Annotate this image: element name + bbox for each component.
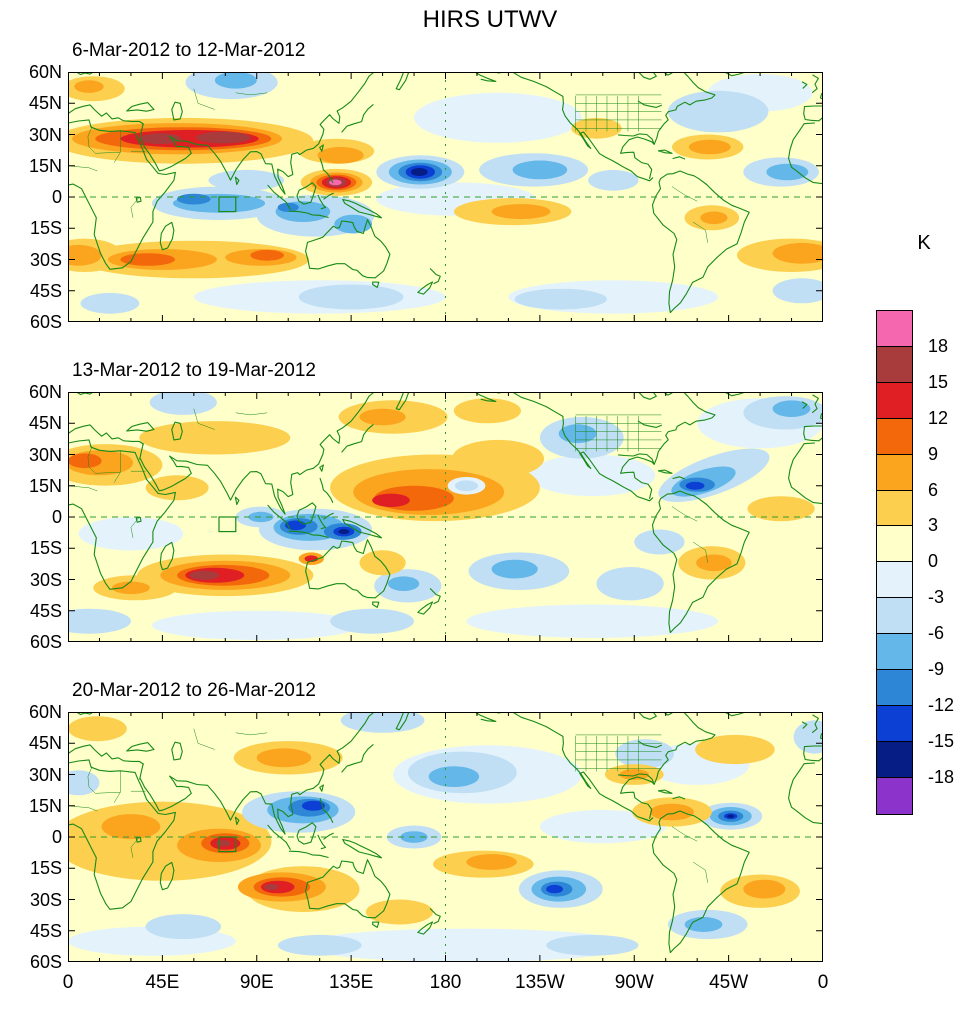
map-panel-2 bbox=[68, 392, 823, 642]
lat-tick-label: 15N bbox=[28, 795, 62, 816]
map-panel-3 bbox=[68, 712, 823, 962]
lat-tick-label: 30S bbox=[29, 249, 62, 270]
lat-tick-label: 30N bbox=[28, 764, 62, 785]
colorbar-tick-label: 15 bbox=[928, 371, 949, 392]
colorbar-tick-label: 3 bbox=[928, 515, 939, 536]
colorbar-tick-label: 6 bbox=[928, 479, 939, 500]
panel-2-title: 13-Mar-2012 to 19-Mar-2012 bbox=[72, 360, 316, 381]
colorbar-tick-label: -9 bbox=[928, 659, 945, 679]
figure-title: HIRS UTWV bbox=[422, 6, 558, 33]
colorbar-swatch bbox=[876, 310, 913, 348]
colorbar-swatch bbox=[876, 704, 913, 743]
colorbar-tick-label: 12 bbox=[928, 407, 949, 428]
lat-tick-label: 15S bbox=[29, 858, 62, 879]
lat-tick-label: 15N bbox=[28, 475, 62, 496]
lat-tick-label: 0 bbox=[51, 827, 62, 847]
lon-tick-label: 180 bbox=[429, 972, 462, 993]
colorbar-swatch bbox=[876, 669, 913, 707]
lat-tick-label: 45S bbox=[29, 920, 62, 941]
lon-tick-label: 45E bbox=[145, 972, 180, 993]
lat-tick-label: 30N bbox=[28, 444, 62, 465]
lat-tick-label: 60N bbox=[28, 702, 62, 722]
colorbar-tick-label: 9 bbox=[928, 443, 939, 464]
lat-tick-label: 45N bbox=[28, 733, 62, 754]
colorbar-swatch bbox=[876, 740, 913, 779]
lat-tick-label: 45N bbox=[28, 413, 62, 434]
lon-tick-label: 45W bbox=[709, 972, 749, 993]
colorbar-tick-label: 18 bbox=[928, 335, 949, 356]
map-panel-1 bbox=[68, 72, 823, 322]
colorbar-swatch bbox=[876, 525, 913, 564]
colorbar-swatch bbox=[876, 345, 913, 384]
colorbar-swatch bbox=[876, 597, 913, 636]
colorbar-swatch bbox=[876, 417, 913, 456]
colorbar-swatch bbox=[876, 381, 913, 420]
colorbar-swatch bbox=[876, 776, 913, 815]
lat-tick-label: 30S bbox=[29, 889, 62, 910]
lon-tick-label: 135W bbox=[515, 972, 565, 993]
lat-tick-label: 0 bbox=[51, 187, 62, 207]
colorbar-swatch bbox=[876, 489, 913, 528]
colorbar-swatch bbox=[876, 561, 913, 600]
colorbar-tick-label: -12 bbox=[928, 694, 955, 715]
colorbar-tick-label: -6 bbox=[928, 623, 945, 644]
lat-tick-label: 0 bbox=[51, 507, 62, 527]
lat-tick-label: 15S bbox=[29, 538, 62, 559]
lat-tick-label: 60S bbox=[29, 952, 62, 972]
lon-tick-label: 0 bbox=[62, 972, 74, 993]
colorbar-tick-label: 0 bbox=[928, 551, 939, 572]
panel-3-title: 20-Mar-2012 to 26-Mar-2012 bbox=[72, 680, 316, 701]
lat-tick-label: 45S bbox=[29, 280, 62, 301]
colorbar-tick-label: -15 bbox=[928, 730, 955, 751]
lon-tick-label: 0 bbox=[817, 972, 829, 993]
lat-tick-label: 60N bbox=[28, 382, 62, 402]
lat-tick-label: 30S bbox=[29, 569, 62, 590]
colorbar-unit-label: K bbox=[917, 232, 931, 254]
lon-tick-label: 90W bbox=[614, 972, 654, 993]
lat-tick-label: 15N bbox=[28, 155, 62, 176]
lat-tick-label: 60S bbox=[29, 312, 62, 332]
lon-tick-label: 90E bbox=[239, 972, 274, 993]
colorbar-tick-label: -18 bbox=[928, 766, 955, 787]
lat-tick-label: 30N bbox=[28, 124, 62, 145]
panel-1-title: 6-Mar-2012 to 12-Mar-2012 bbox=[72, 40, 306, 61]
lat-tick-label: 45N bbox=[28, 93, 62, 114]
colorbar-tick-label: -3 bbox=[928, 587, 945, 608]
lat-tick-label: 15S bbox=[29, 218, 62, 239]
lat-tick-label: 45S bbox=[29, 600, 62, 621]
lon-tick-label: 135E bbox=[328, 972, 374, 993]
colorbar-swatch bbox=[876, 453, 913, 492]
colorbar-swatch bbox=[876, 633, 913, 671]
lat-tick-label: 60S bbox=[29, 632, 62, 652]
lat-tick-label: 60N bbox=[28, 62, 62, 82]
